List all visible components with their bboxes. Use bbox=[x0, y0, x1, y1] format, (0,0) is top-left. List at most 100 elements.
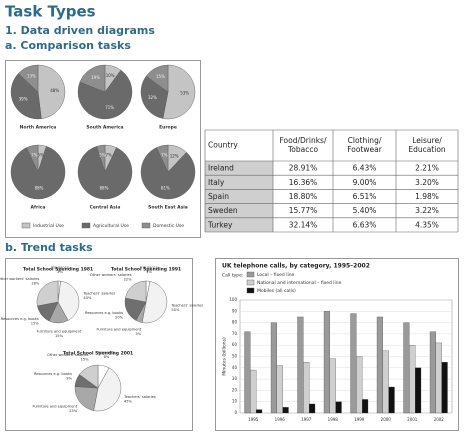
legend-label: Domestic Use bbox=[153, 223, 184, 229]
bar bbox=[362, 399, 369, 414]
slice-label: 13% bbox=[27, 74, 36, 79]
table-cell: 16.36% bbox=[289, 178, 318, 187]
table-cell-bg bbox=[205, 217, 273, 232]
pie-title: Central Asia bbox=[90, 205, 121, 211]
row-header: Turkey bbox=[207, 220, 233, 229]
slice-label: 88% bbox=[100, 186, 109, 191]
page-title: Task Types bbox=[5, 3, 96, 21]
pie-slice bbox=[162, 64, 196, 120]
slice-label: 22% bbox=[124, 277, 133, 281]
y-tick-label: 70 bbox=[232, 331, 238, 336]
bar bbox=[303, 361, 310, 414]
slice-label: 15% bbox=[31, 322, 40, 326]
y-tick-label: 100 bbox=[229, 297, 237, 302]
bar bbox=[323, 311, 330, 414]
slice-label: 39% bbox=[19, 97, 28, 102]
bar bbox=[388, 386, 395, 414]
subsection-heading: b. Trend tasks bbox=[5, 241, 93, 254]
slice-label: 71% bbox=[105, 105, 114, 110]
y-tick-label: 30 bbox=[232, 376, 238, 381]
table-cell: 3.20% bbox=[415, 178, 439, 187]
legend-swatch bbox=[21, 222, 31, 229]
pie-title: South America bbox=[86, 125, 123, 131]
row-header: Ireland bbox=[208, 164, 234, 173]
legend-label: Agricultural Use bbox=[93, 223, 129, 229]
x-tick-label: 2000 bbox=[381, 417, 392, 422]
pie-slice bbox=[96, 144, 106, 173]
slice-label: 7% bbox=[31, 153, 38, 158]
pie-slice bbox=[26, 144, 39, 173]
table-cell: 15.77% bbox=[289, 206, 318, 215]
legend-title: Call type: bbox=[222, 273, 243, 279]
pie-slice bbox=[18, 64, 39, 93]
x-tick-label: 1996 bbox=[275, 417, 286, 422]
pie-slice bbox=[36, 280, 59, 307]
table-cell: 6.63% bbox=[353, 220, 377, 229]
table-cell: 9.00% bbox=[353, 178, 377, 187]
slice-label: 81% bbox=[161, 186, 170, 191]
pie-slice bbox=[140, 147, 196, 200]
column-header: Leisure/ bbox=[412, 136, 442, 145]
x-tick-label: 1999 bbox=[354, 417, 365, 422]
bar bbox=[309, 403, 316, 414]
y-tick-label: 50 bbox=[232, 354, 238, 359]
slice-label: 5% bbox=[99, 152, 106, 157]
slice-label: 15% bbox=[81, 358, 90, 362]
slice-category: Furniture and equipment bbox=[37, 329, 82, 333]
table-cell: 4.35% bbox=[415, 220, 439, 229]
slice-category: Furniture and equipment bbox=[97, 328, 142, 332]
y-tick-label: 40 bbox=[232, 365, 238, 370]
x-tick-label: 1995 bbox=[248, 417, 259, 422]
slice-label: 15% bbox=[55, 334, 64, 338]
column-header: Education bbox=[408, 145, 446, 154]
pie-slice bbox=[10, 73, 42, 120]
legend-label: Local – fixed line bbox=[257, 272, 295, 278]
column-header: Footwear bbox=[347, 145, 383, 154]
y-axis-label: Minutes (billions) bbox=[222, 337, 228, 376]
pie-slice bbox=[77, 69, 133, 120]
table-cell: 2.21% bbox=[415, 164, 439, 173]
slice-category: Insurance bbox=[140, 266, 158, 270]
slice-category: Furniture and equipment bbox=[32, 404, 77, 408]
row-header: Spain bbox=[208, 192, 229, 201]
slice-category: Other workers' salaries bbox=[90, 273, 132, 277]
bar bbox=[409, 345, 416, 414]
pie-slice bbox=[140, 75, 169, 119]
pie-slice bbox=[141, 281, 168, 324]
slice-label: 50% bbox=[171, 308, 180, 312]
pie-title: North America bbox=[20, 125, 57, 131]
table-cell: 3.22% bbox=[415, 206, 439, 215]
pie-slice bbox=[93, 367, 122, 412]
y-tick-label: 10 bbox=[232, 399, 238, 404]
x-tick-label: 2001 bbox=[407, 417, 418, 422]
slice-label: 53% bbox=[180, 91, 189, 96]
slice-label: 48% bbox=[50, 88, 59, 93]
pie-slice bbox=[79, 64, 106, 93]
slice-category: Insurance bbox=[51, 266, 69, 270]
slice-label: 20% bbox=[115, 316, 124, 320]
bar bbox=[403, 322, 410, 414]
bar bbox=[350, 313, 357, 414]
slice-label: 3% bbox=[146, 270, 152, 274]
column-header: Food/Drinks/ bbox=[280, 136, 327, 145]
slice-label: 15% bbox=[156, 74, 165, 79]
table-cell-bg bbox=[205, 203, 273, 218]
slice-category: Resources e.g. books bbox=[1, 317, 39, 321]
pie-slice bbox=[79, 364, 99, 389]
slice-label: 45% bbox=[124, 400, 133, 404]
pie-slice bbox=[145, 64, 169, 93]
table-cell-bg bbox=[205, 189, 273, 204]
pie-slice bbox=[156, 144, 169, 173]
slice-label: 5% bbox=[135, 332, 141, 336]
table-cell: 1.98% bbox=[415, 192, 439, 201]
bar bbox=[415, 367, 422, 414]
pie-slice bbox=[10, 146, 66, 200]
legend-label: National and international – fixed line bbox=[257, 280, 342, 286]
legend-swatch bbox=[246, 279, 255, 286]
bar bbox=[256, 409, 263, 414]
slice-label: 9% bbox=[66, 376, 72, 380]
slice-label: 40% bbox=[83, 296, 92, 300]
row-header: Sweden bbox=[208, 206, 238, 215]
slice-category: Teachers' salaries bbox=[123, 395, 156, 399]
